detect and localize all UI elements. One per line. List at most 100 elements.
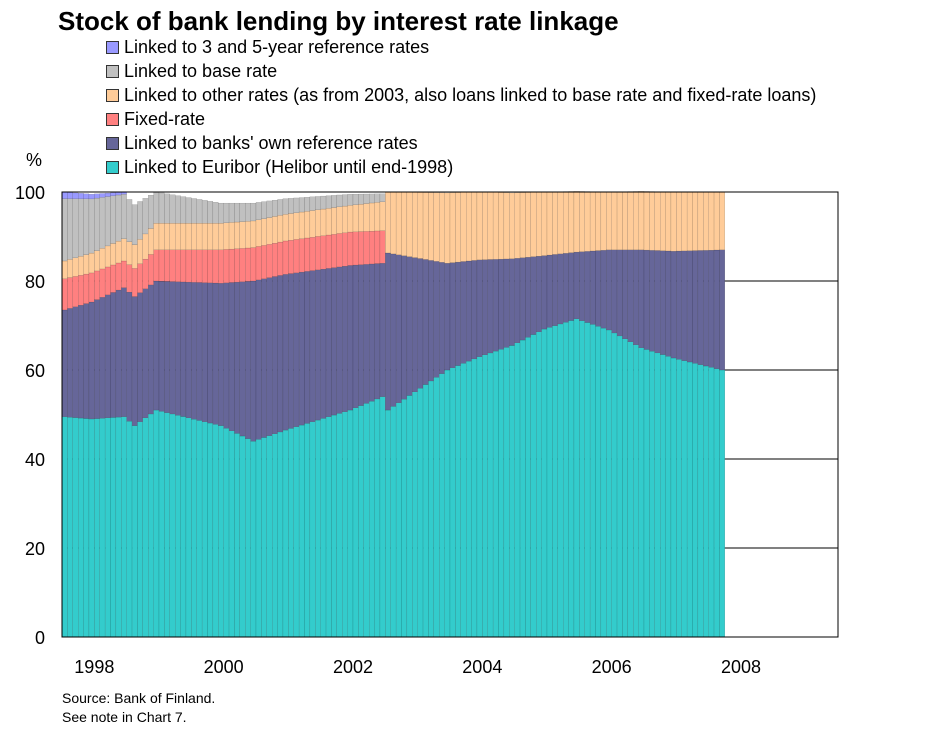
bar-segment <box>104 245 111 268</box>
bar-segment <box>703 365 709 638</box>
bar-segment <box>164 281 170 413</box>
bar-segment <box>72 257 79 277</box>
bar-segment <box>325 195 332 209</box>
bar-segment <box>212 222 219 250</box>
bar-segment <box>131 204 138 245</box>
bar-segment <box>164 249 170 282</box>
bar-segment <box>471 191 478 261</box>
bar-segment <box>121 194 127 239</box>
bar-segment <box>67 277 73 309</box>
bar-segment <box>595 250 602 327</box>
bar-segment <box>272 243 278 277</box>
bar-segment <box>412 192 418 258</box>
x-tick-label: 2000 <box>204 657 244 677</box>
bar-segment <box>514 258 521 343</box>
bar-segment <box>428 192 434 261</box>
bar-segment <box>288 428 294 638</box>
bar-segment <box>142 288 149 418</box>
bar-segment <box>697 364 704 638</box>
bar-segment <box>218 283 224 426</box>
bar-segment <box>697 250 704 365</box>
bar-segment <box>563 191 569 254</box>
bar-segment <box>61 198 68 262</box>
bar-segment <box>422 259 429 385</box>
bar-segment <box>606 191 612 250</box>
bar-segment <box>476 191 483 261</box>
bar-segment <box>509 345 515 638</box>
bar-segment <box>719 191 725 250</box>
bar-segment <box>255 219 262 247</box>
bar-segment <box>180 416 187 638</box>
bar-segment <box>83 418 90 638</box>
bar-segment <box>406 256 413 396</box>
bar-segment <box>379 193 386 202</box>
bar-segment <box>692 191 699 251</box>
bar-segment <box>358 405 364 638</box>
bar-segment <box>584 322 591 638</box>
bar-segment <box>196 282 203 421</box>
bar-segment <box>320 208 327 236</box>
bar-segment <box>99 197 106 249</box>
x-tick-label: 2006 <box>592 657 632 677</box>
bar-segment <box>72 417 79 638</box>
bar-segment <box>385 191 391 254</box>
bar-segment <box>148 228 154 255</box>
bar-segment <box>600 191 607 251</box>
bar-segment <box>88 252 95 274</box>
bar-segment <box>207 222 214 250</box>
bar-segment <box>422 384 429 638</box>
bar-segment <box>115 192 122 196</box>
bar-segment <box>331 414 337 638</box>
bar-segment <box>282 240 289 275</box>
bar-segment <box>126 264 133 293</box>
bar-segment <box>342 411 348 638</box>
bar-segment <box>546 327 553 638</box>
bar-segment <box>557 191 564 255</box>
bar-segment <box>681 191 688 252</box>
bar-segment <box>67 308 73 418</box>
bar-segment <box>401 255 408 400</box>
bar-segment <box>288 240 294 274</box>
bar-segment <box>223 428 230 638</box>
bar-segment <box>234 202 240 223</box>
bar-segment <box>563 253 569 323</box>
bar-segment <box>261 201 267 219</box>
bar-segment <box>83 273 90 304</box>
bar-segment <box>245 247 251 282</box>
bar-segment <box>88 194 95 200</box>
bar-segment <box>482 191 488 260</box>
bar-segment <box>266 435 273 638</box>
bar-segment <box>342 194 348 207</box>
bar-segment <box>643 191 650 251</box>
bar-segment <box>207 249 214 284</box>
bar-segment <box>406 192 413 257</box>
y-tick-label: 80 <box>25 272 45 292</box>
bar-segment <box>342 232 348 267</box>
bar-segment <box>471 260 478 360</box>
bar-segment <box>358 193 364 205</box>
bar-segment <box>245 438 251 638</box>
bar-segment <box>352 264 359 408</box>
bar-segment <box>99 248 106 270</box>
bar-segment <box>320 268 327 419</box>
bar-segment <box>304 211 311 239</box>
bar-segment <box>352 204 359 232</box>
bar-segment <box>272 433 278 638</box>
bar-segment <box>207 201 214 224</box>
y-tick-label: 100 <box>15 183 45 203</box>
bar-segment <box>638 191 645 251</box>
bar-segment <box>665 191 672 252</box>
bar-segment <box>201 222 208 250</box>
bar-segment <box>315 236 321 271</box>
bar-segment <box>649 250 655 352</box>
bar-segment <box>131 425 138 638</box>
bar-segment <box>293 239 300 273</box>
bar-segment <box>309 270 316 422</box>
bar-segment <box>579 320 585 638</box>
bar-segment <box>137 292 143 422</box>
bar-segment <box>277 199 284 216</box>
bar-segment <box>115 240 122 264</box>
bar-segment <box>439 373 445 638</box>
bar-segment <box>417 192 424 259</box>
bar-segment <box>83 198 90 255</box>
